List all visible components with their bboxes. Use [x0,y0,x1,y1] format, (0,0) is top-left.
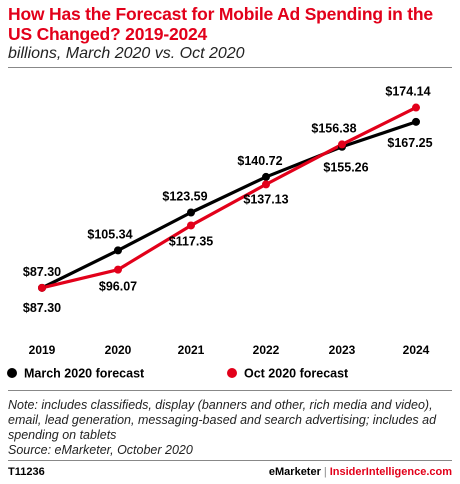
x-tick-2023: 2023 [329,343,356,357]
footer-divider [8,460,452,461]
oct-label-2022: $137.13 [243,192,288,206]
x-tick-2019: 2019 [29,343,56,357]
march-point-2021 [187,208,195,217]
oct-legend-marker [227,368,237,378]
oct-forecast-line [41,106,417,290]
chart-id: T11236 [8,466,45,478]
x-tick-2021: 2021 [178,343,205,357]
march-point-2024 [412,117,420,126]
march-legend-marker [7,368,17,378]
march-legend-label: March 2020 forecast [24,367,145,381]
chart-footnote: Note: includes classifieds, display (ban… [8,398,456,458]
oct-label-2020: $96.07 [99,280,137,294]
note-text: Note: includes classifieds, display (ban… [8,398,437,442]
brand-credit: eMarketer | InsiderIntelligence.com [269,466,452,478]
brand-separator: | [323,466,327,478]
oct-label-2023: $156.38 [311,121,356,135]
oct-point-2024 [412,103,420,112]
oct-point-2021 [187,221,195,230]
oct-point-2023 [338,140,346,149]
oct-label-2019: $87.30 [23,301,61,315]
march-label-2024: $167.25 [387,136,432,150]
brand-insider[interactable]: InsiderIntelligence.com [329,466,452,478]
line-chart: $87.30 $105.34 $123.59 $140.72 $155.26 $167.2… [7,85,433,381]
chart-title: How Has the Forecast for Mobile Ad Spend… [8,4,433,44]
march-label-2023: $155.26 [323,161,368,175]
x-tick-2020: 2020 [105,343,132,357]
march-point-2022 [262,172,270,181]
title-divider [8,67,452,68]
legend-divider [8,390,452,391]
march-label-2022: $140.72 [237,154,282,168]
brand-emarketer: eMarketer [268,466,321,478]
oct-label-2021: $117.35 [169,234,214,248]
march-forecast-line [41,120,417,290]
chart-subtitle: billions, March 2020 vs. Oct 2020 [8,45,245,62]
march-label-2020: $105.34 [87,227,132,241]
oct-label-2024: $174.14 [385,85,430,99]
oct-legend-label: Oct 2020 forecast [244,367,349,381]
x-tick-2022: 2022 [253,343,280,357]
march-label-2019: $87.30 [23,265,61,279]
march-label-2021: $123.59 [162,189,207,203]
oct-point-2022 [262,180,270,189]
oct-point-2019 [38,283,46,292]
x-tick-2024: 2024 [403,343,430,357]
source-text: Source: eMarketer, October 2020 [8,443,193,457]
march-point-2020 [114,246,122,255]
oct-point-2020 [114,265,122,274]
